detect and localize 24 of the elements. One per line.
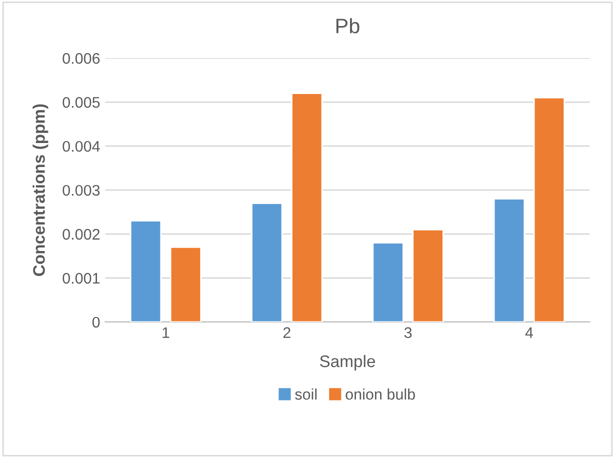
bar [493,198,526,322]
bar [291,92,323,322]
legend-label: onion bulb [346,388,415,400]
legend-label: soil [295,388,317,400]
x-tick-label: 3 [404,327,412,338]
y-tick-label: 0.003 [62,184,100,196]
bar [130,220,162,322]
bar [251,202,283,322]
bar [412,228,444,322]
y-tick-label: 0.004 [62,140,100,152]
y-tick-label: 0.006 [62,53,100,64]
y-tick-label: 0.005 [62,97,100,108]
y-tick-label: 0.002 [62,228,100,240]
x-tick-label: 4 [525,327,534,338]
bar [372,242,404,322]
bar [170,246,202,322]
y-axis-title: Concentrations (ppm) [32,104,48,276]
x-tick-label: 1 [162,327,170,338]
chart-title: Pb [336,18,360,34]
y-tick-label: 0 [92,316,100,328]
y-tick-label: 0.001 [62,272,100,284]
x-axis-title: Sample [320,354,375,370]
bar [533,97,566,322]
x-tick-label: 2 [283,327,290,338]
